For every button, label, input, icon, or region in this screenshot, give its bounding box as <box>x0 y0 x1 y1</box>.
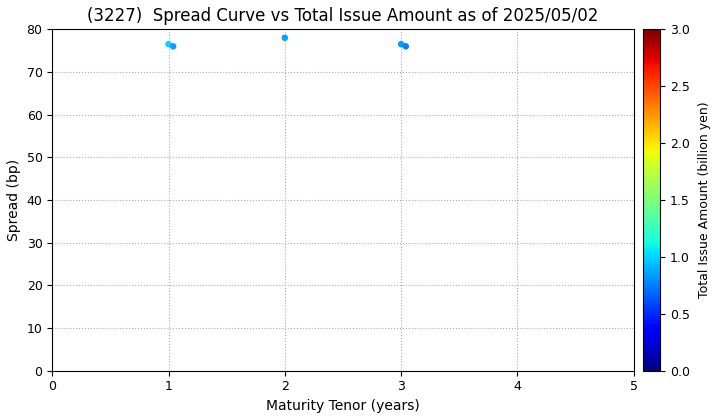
X-axis label: Maturity Tenor (years): Maturity Tenor (years) <box>266 399 420 413</box>
Point <box>279 34 291 41</box>
Y-axis label: Total Issue Amount (billion yen): Total Issue Amount (billion yen) <box>698 102 711 298</box>
Point <box>400 43 412 50</box>
Point <box>395 41 407 47</box>
Y-axis label: Spread (bp): Spread (bp) <box>7 159 21 241</box>
Point <box>168 43 179 50</box>
Title: (3227)  Spread Curve vs Total Issue Amount as of 2025/05/02: (3227) Spread Curve vs Total Issue Amoun… <box>87 7 598 25</box>
Point <box>163 41 174 47</box>
